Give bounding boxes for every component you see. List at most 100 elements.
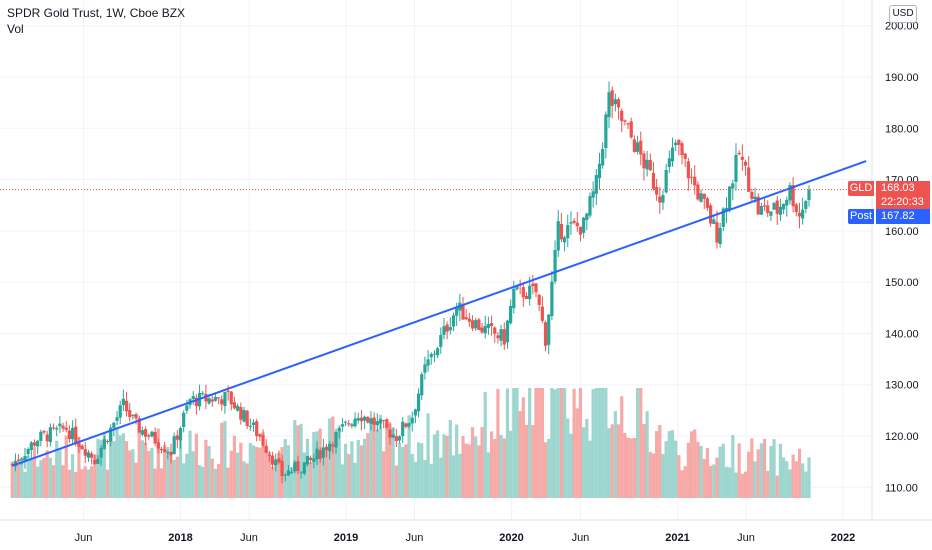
candle-body xyxy=(112,422,116,429)
price-tick-label: 190.00 xyxy=(885,72,919,84)
candle-body xyxy=(623,120,627,122)
volume-bar xyxy=(731,435,735,498)
candle-body xyxy=(785,199,789,206)
candle-body xyxy=(728,186,732,210)
candle-body xyxy=(239,407,243,420)
candle-body xyxy=(448,327,452,331)
volume-bar xyxy=(740,473,744,498)
candle-body xyxy=(534,283,538,293)
volume-bar xyxy=(239,442,243,498)
volume-bar xyxy=(134,462,138,498)
candle-body xyxy=(607,92,611,118)
volume-bar xyxy=(432,434,437,498)
volume-bar xyxy=(150,447,154,498)
volume-bar xyxy=(689,431,694,498)
volume-bar xyxy=(601,388,605,498)
candle-body xyxy=(569,222,573,224)
candle-body xyxy=(163,449,167,453)
candle-body xyxy=(505,320,510,343)
volume-bar xyxy=(13,462,18,498)
volume-bar xyxy=(528,388,532,498)
candle-body xyxy=(680,143,684,156)
candle-body xyxy=(378,419,383,424)
candle-body xyxy=(455,307,459,316)
volume-bar xyxy=(20,459,24,498)
candle-body xyxy=(86,452,91,458)
volume-indicator-label[interactable]: Vol xyxy=(7,22,24,36)
time-axis[interactable]: Jun 2018 Jun 2019 Jun 2020 Jun 2021 Jun 2022 xyxy=(75,532,856,544)
volume-bar xyxy=(588,440,592,498)
volume-bar xyxy=(274,463,278,498)
volume-bar xyxy=(382,451,386,498)
candle-body xyxy=(194,397,198,407)
candle-body xyxy=(683,153,687,159)
volume-bar xyxy=(762,439,767,498)
candle-body xyxy=(702,193,706,199)
candle-body xyxy=(804,201,808,209)
candle-body xyxy=(137,418,141,433)
volume-bar xyxy=(343,443,348,498)
candle-body xyxy=(236,405,240,411)
candle-body xyxy=(632,139,637,152)
candle-body xyxy=(493,327,497,334)
volume-bar xyxy=(356,439,360,498)
volume-bar xyxy=(36,466,40,498)
volume-bar xyxy=(39,460,43,498)
volume-bar xyxy=(597,388,602,498)
volume-bar xyxy=(204,439,208,498)
candle-body xyxy=(515,285,519,290)
volume-bar xyxy=(769,446,773,498)
volume-bar xyxy=(455,424,459,498)
candle-body xyxy=(407,423,411,427)
volume-bar xyxy=(166,446,170,498)
volume-bar xyxy=(175,456,179,498)
candle-body xyxy=(185,405,189,411)
volume-bar xyxy=(540,388,544,498)
trend-line[interactable] xyxy=(11,160,867,467)
volume-bar xyxy=(350,441,354,498)
volume-bar xyxy=(658,425,662,498)
candle-body xyxy=(153,432,157,444)
volume-bar xyxy=(140,440,145,498)
volume-bar xyxy=(74,472,78,498)
volume-bar xyxy=(626,437,630,498)
volume-bar xyxy=(128,450,132,498)
volume-bar xyxy=(756,449,760,498)
candle-body xyxy=(528,285,532,300)
candle-body xyxy=(451,315,456,327)
volume-bar xyxy=(216,464,221,498)
time-tick-label: Jun xyxy=(572,532,590,544)
candle-body xyxy=(502,329,506,345)
candle-body xyxy=(655,187,659,195)
candle-body xyxy=(280,460,284,477)
volume-bar xyxy=(96,438,100,498)
volume-bar xyxy=(801,463,805,498)
candle-body xyxy=(562,237,567,243)
volume-bar xyxy=(708,465,713,498)
candle-body xyxy=(169,451,173,456)
candle-body xyxy=(207,398,211,404)
currency-button[interactable]: USD xyxy=(889,5,917,23)
bar-countdown: 22:20:33 xyxy=(881,196,924,208)
volume-bar xyxy=(556,388,560,498)
volume-bar xyxy=(474,436,478,498)
candle-body xyxy=(578,226,583,235)
volume-bar xyxy=(163,445,167,498)
candle-body xyxy=(613,99,617,105)
candle-body xyxy=(775,200,779,214)
price-axis[interactable]: 200.00190.00180.00170.00160.00150.00140.… xyxy=(885,21,919,495)
time-tick-label: Jun xyxy=(406,532,424,544)
volume-bars xyxy=(10,388,811,498)
volume-bar xyxy=(401,447,405,498)
volume-bar xyxy=(420,443,424,498)
volume-bar xyxy=(483,392,487,498)
candle-body xyxy=(635,142,640,152)
candle-body xyxy=(99,447,103,458)
volume-bar xyxy=(445,435,449,498)
candle-body xyxy=(781,204,786,210)
volume-bar xyxy=(226,467,230,498)
volume-bar xyxy=(109,430,113,498)
candle-body xyxy=(159,448,164,451)
volume-bar xyxy=(359,445,364,498)
